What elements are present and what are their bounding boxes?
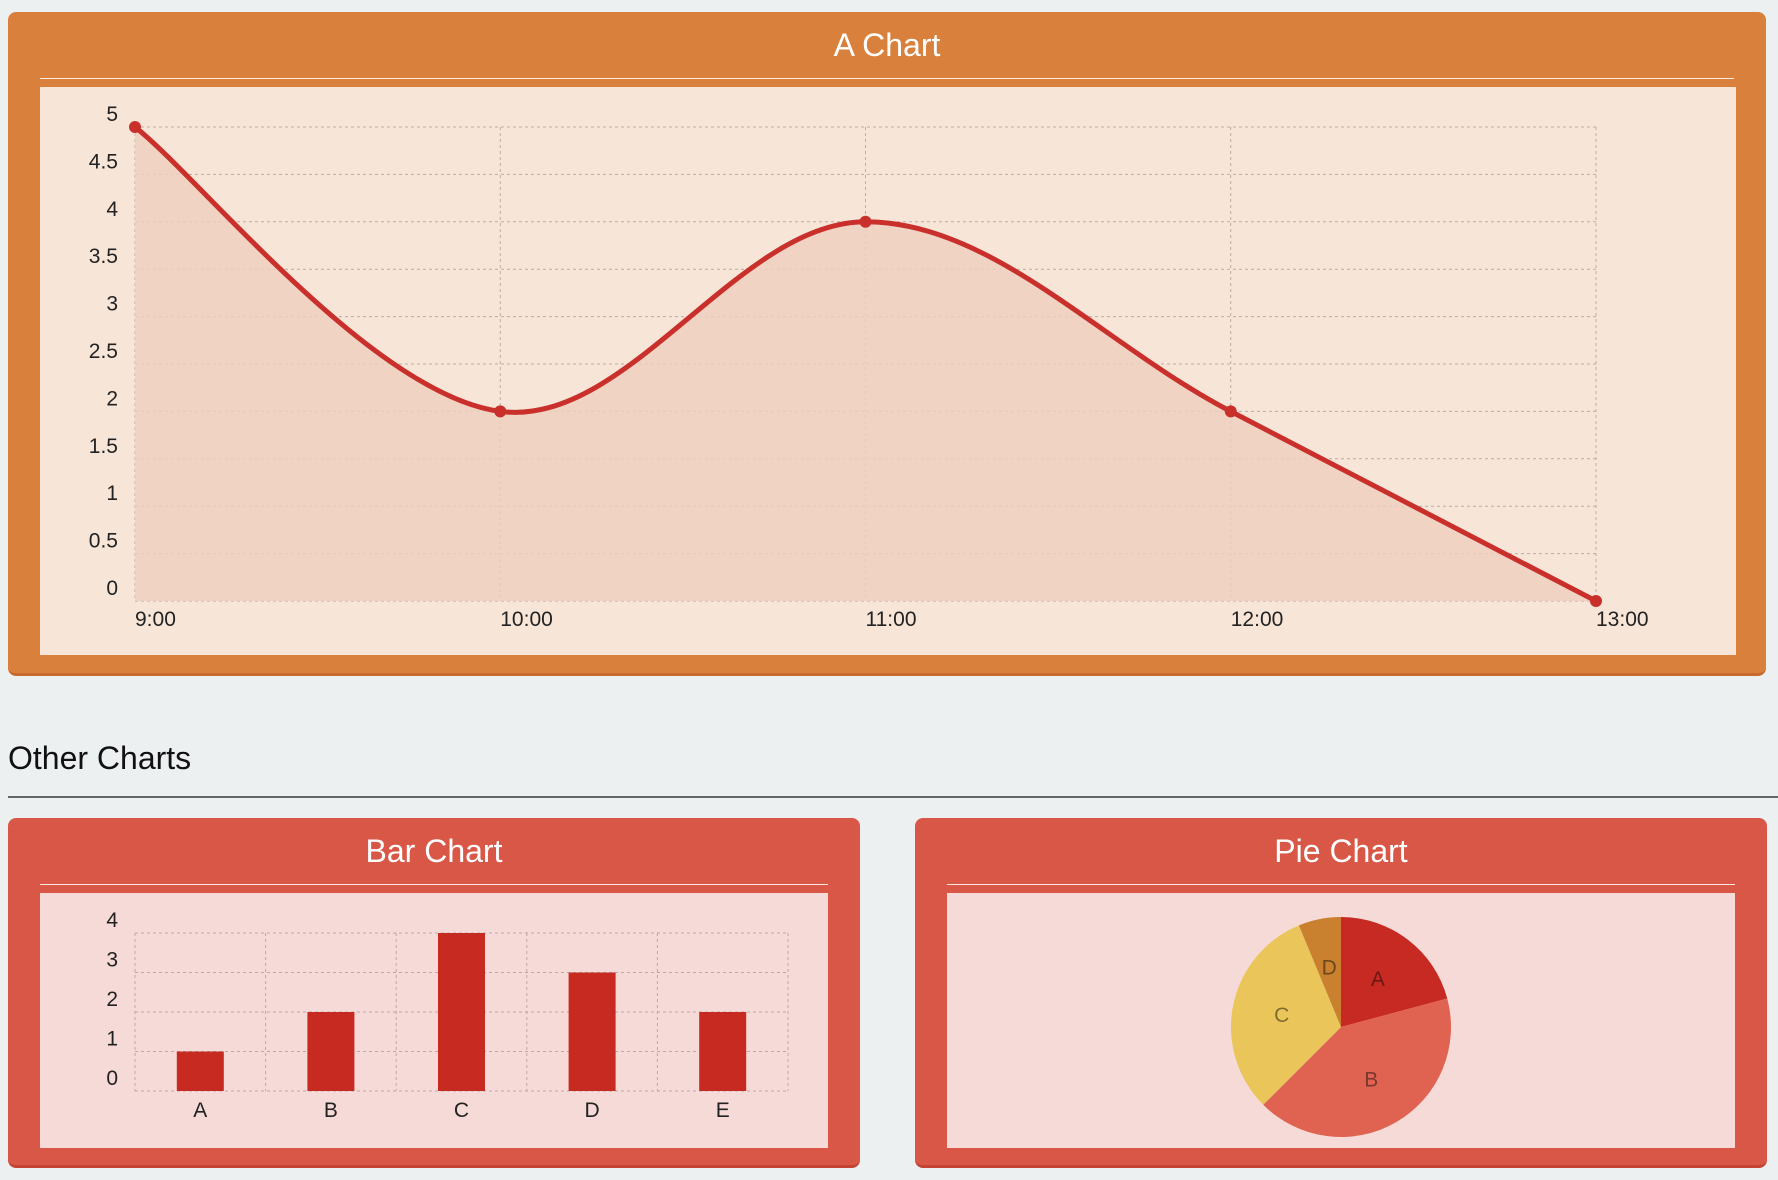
y-tick-label: 2.5	[89, 340, 118, 363]
x-tick-label: E	[716, 1099, 730, 1122]
y-tick-label: 3	[106, 293, 118, 316]
x-tick-label: 10:00	[500, 608, 553, 631]
y-tick-label: 4	[106, 198, 118, 221]
pie-chart: A B C D	[1231, 917, 1451, 1137]
bar-chart-panel: Bar Chart 0 1 2 3 4 A B C D E	[8, 818, 860, 1168]
y-tick-label: 3	[106, 949, 118, 972]
x-tick-label: A	[193, 1099, 207, 1122]
y-tick-label: 0	[106, 577, 118, 600]
bar-chart-title: Bar Chart	[365, 833, 503, 869]
y-tick-label: 1	[106, 1028, 118, 1051]
y-tick-label: 1.5	[89, 435, 118, 458]
bar-chart: 0 1 2 3 4 A B C D E	[106, 909, 789, 1122]
main-chart-title: A Chart	[833, 27, 941, 63]
section-title: Other Charts	[8, 740, 192, 776]
pie-slice	[1298, 917, 1341, 1027]
main-chart-panel: A Chart 0 0.5 1 1.5 2 2.5 3 3.5 4 4.5 5 9:00 10:00 11…	[8, 12, 1766, 676]
x-tick-label: 9:00	[135, 608, 176, 631]
y-tick-label: 0.5	[89, 530, 118, 553]
y-tick-label: 3.5	[89, 245, 118, 268]
y-tick-label: 2	[106, 988, 118, 1011]
data-point	[494, 405, 507, 418]
line-series	[133, 125, 1598, 604]
data-point	[1590, 595, 1602, 607]
data-point	[1224, 405, 1237, 418]
pie-slice	[1231, 925, 1341, 1105]
x-tick-label: C	[454, 1099, 469, 1122]
bar-chart-area: 0 1 2 3 4 A B C D E	[40, 893, 828, 1148]
line-chart: 0 0.5 1 1.5 2 2.5 3 3.5 4 4.5 5 9:00 10:00 11:00 12:00…	[89, 103, 1649, 631]
pie-chart-panel: Pie Chart A B C D	[915, 818, 1767, 1168]
bar	[699, 1012, 747, 1091]
y-tick-label: 1	[106, 482, 118, 505]
x-tick-label: 13:00	[1596, 608, 1649, 631]
pie-slice	[1341, 917, 1448, 1027]
line-area-fill	[135, 127, 1596, 601]
y-tick-label: 2	[106, 387, 118, 410]
x-tick-label: B	[324, 1099, 338, 1122]
pie-chart-area: A B C D	[947, 893, 1735, 1148]
y-tick-label: 5	[106, 103, 118, 126]
bar	[568, 972, 616, 1091]
data-point	[129, 121, 141, 133]
bar	[438, 933, 485, 1091]
data-point	[859, 215, 872, 228]
bar	[307, 1012, 355, 1091]
main-chart-title-divider	[40, 78, 1734, 79]
section-divider	[8, 796, 1778, 798]
bar	[176, 1051, 224, 1091]
bar-chart-title-divider	[40, 884, 828, 885]
x-tick-label: 11:00	[866, 608, 917, 631]
pie-slice	[1263, 998, 1451, 1137]
pie-slice-label: A	[1371, 968, 1385, 991]
y-tick-label: 4	[106, 909, 118, 932]
pie-slice-label: B	[1364, 1068, 1378, 1091]
x-tick-label: D	[585, 1099, 600, 1122]
pie-slice-label: C	[1274, 1004, 1289, 1027]
pie-chart-title-divider	[947, 884, 1735, 885]
line-chart-area: 0 0.5 1 1.5 2 2.5 3 3.5 4 4.5 5 9:00 10:00 11:00 12:00…	[40, 87, 1736, 655]
y-tick-label: 0	[106, 1067, 118, 1090]
y-tick-label: 4.5	[89, 150, 118, 173]
pie-chart-title: Pie Chart	[1274, 833, 1408, 869]
x-tick-label: 12:00	[1231, 608, 1284, 631]
pie-slice-label: D	[1322, 957, 1337, 980]
